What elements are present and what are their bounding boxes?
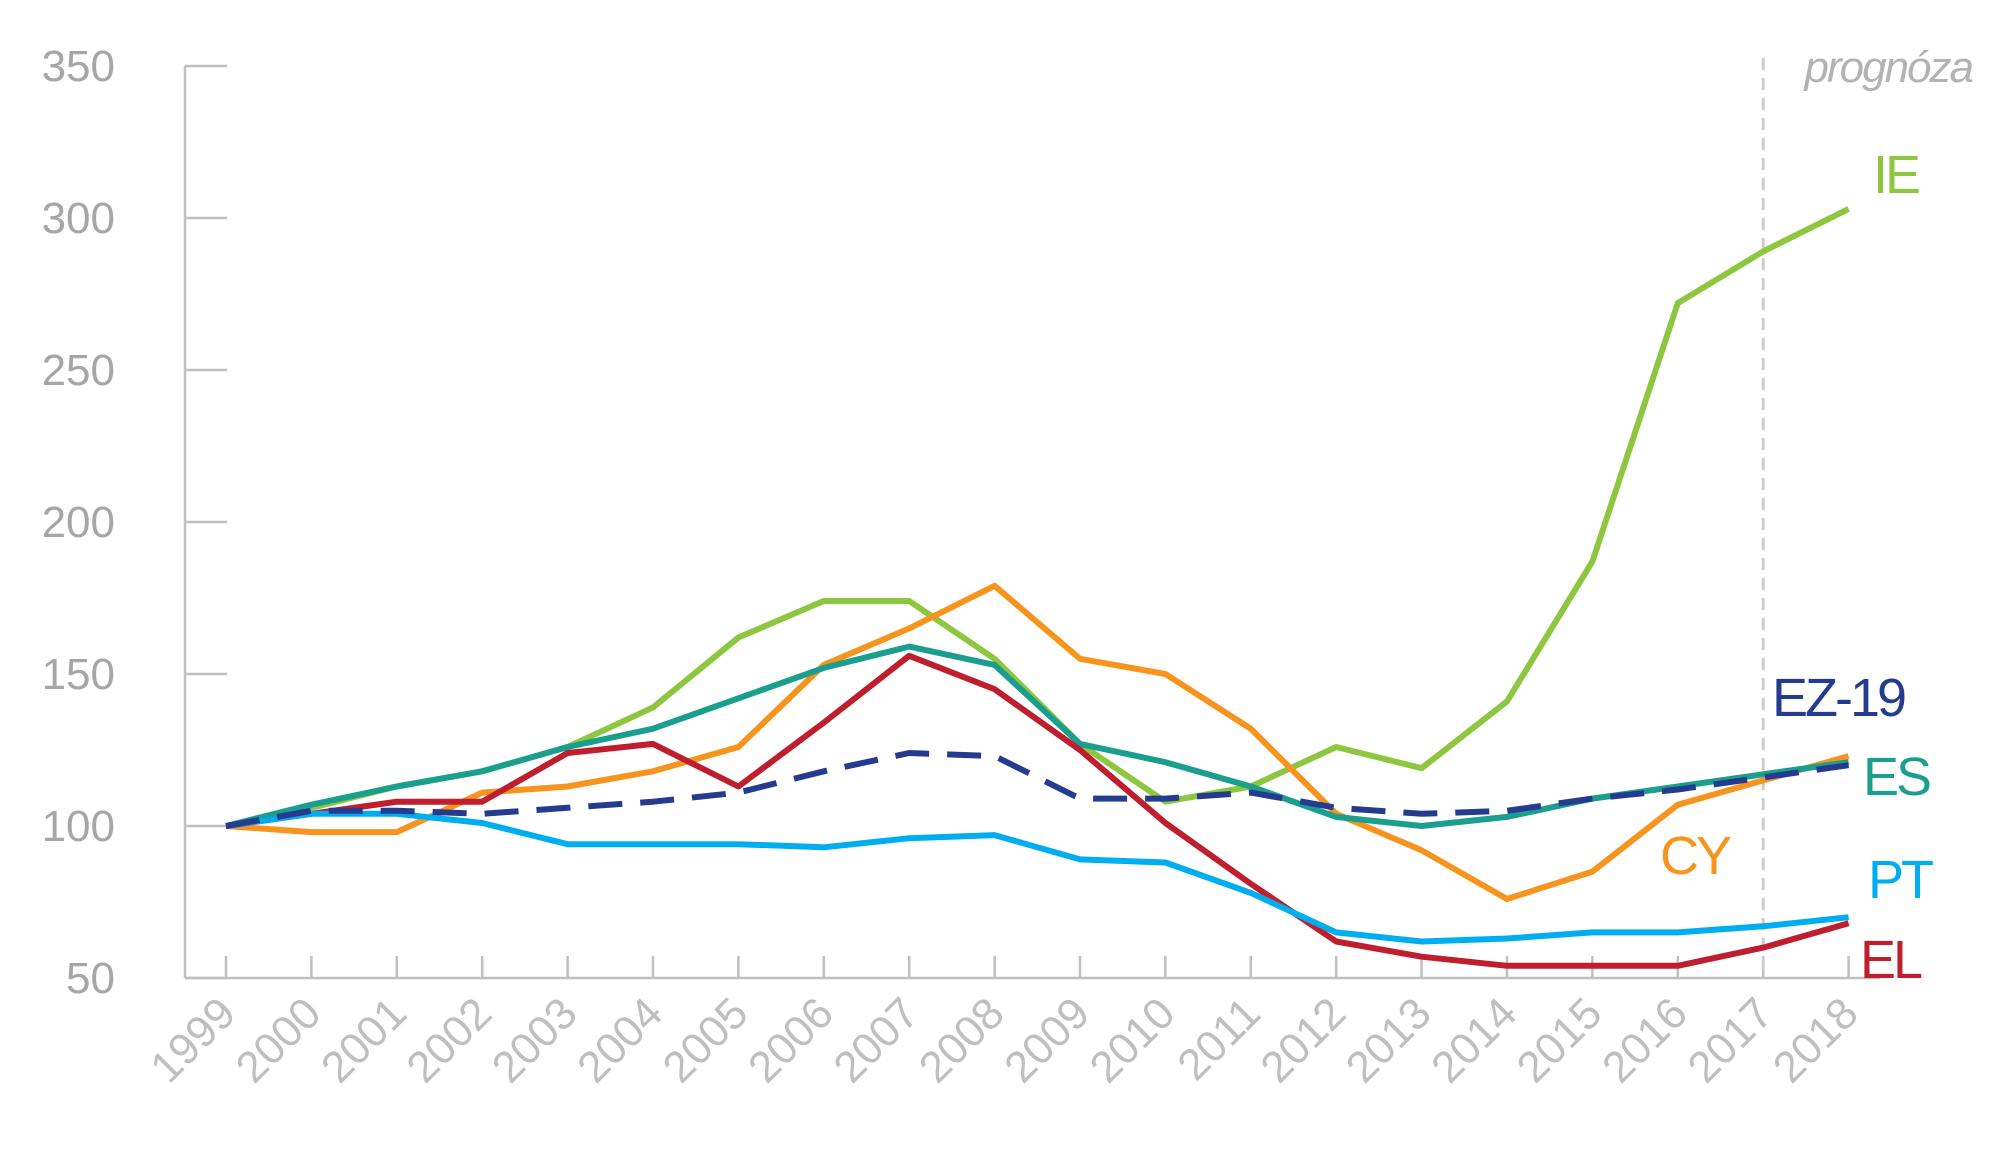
x-tick-label: 2008 bbox=[910, 988, 1014, 1092]
x-tick-label: 2010 bbox=[1081, 988, 1185, 1092]
x-tick-label: 2004 bbox=[568, 988, 672, 1092]
forecast-label: prognóza bbox=[1803, 43, 1973, 92]
series-lines bbox=[225, 206, 1850, 969]
x-tick-label: 2009 bbox=[995, 988, 1099, 1092]
x-tick-label: 2012 bbox=[1251, 988, 1355, 1092]
series-line-ez-19 bbox=[225, 750, 1850, 829]
series-line-ie bbox=[225, 206, 1850, 829]
x-tick-label: 2011 bbox=[1168, 988, 1270, 1090]
y-tick-label: 100 bbox=[42, 802, 115, 851]
forecast-marker: prognóza bbox=[1761, 43, 1975, 978]
x-tick-label: 2002 bbox=[397, 988, 501, 1092]
x-tick-label: 2013 bbox=[1337, 988, 1441, 1092]
y-tick-label: 200 bbox=[42, 498, 115, 547]
y-tick-label: 50 bbox=[66, 954, 115, 1003]
x-tick-label: 2001 bbox=[312, 988, 416, 1092]
series-labels: IE CY ES EL PT EZ-19 bbox=[1660, 145, 1936, 990]
x-tick-label: 2014 bbox=[1422, 988, 1526, 1092]
series-line-cy bbox=[225, 582, 1850, 902]
x-tick-label: 2005 bbox=[654, 988, 758, 1092]
x-tick-label: 2006 bbox=[739, 988, 843, 1092]
series-line-pt bbox=[225, 810, 1849, 945]
series-line-el bbox=[225, 652, 1850, 969]
x-tick-label: 2018 bbox=[1764, 988, 1868, 1092]
series-label-pt: PT bbox=[1868, 850, 1933, 910]
x-tick-label: 2003 bbox=[483, 988, 587, 1092]
x-tick-label: 2017 bbox=[1678, 988, 1782, 1092]
y-tick-label: 350 bbox=[42, 42, 115, 91]
x-tick-label: 2015 bbox=[1508, 988, 1612, 1092]
series-label-ez-19: EZ-19 bbox=[1772, 668, 1905, 728]
x-tick-label: 1999 bbox=[141, 988, 245, 1092]
series-label-cy: CY bbox=[1660, 826, 1731, 886]
series-label-es: ES bbox=[1863, 747, 1930, 807]
x-tick-label: 2000 bbox=[227, 988, 331, 1092]
x-tick-label: 2016 bbox=[1593, 988, 1697, 1092]
series-label-el: EL bbox=[1860, 930, 1922, 990]
series-label-ie: IE bbox=[1873, 145, 1919, 205]
y-tick-label: 250 bbox=[42, 346, 115, 395]
y-tick-label: 300 bbox=[42, 194, 115, 243]
y-tick-label: 150 bbox=[42, 650, 115, 699]
x-tick-label: 2007 bbox=[824, 988, 928, 1092]
